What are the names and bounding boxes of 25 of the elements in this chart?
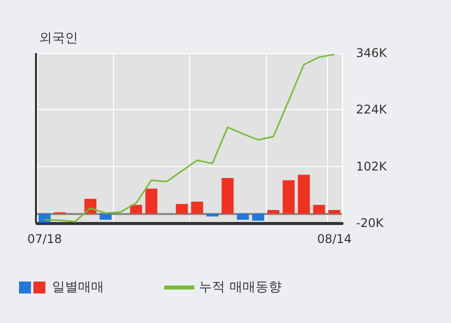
bar xyxy=(176,204,188,214)
bar xyxy=(100,214,112,220)
y-tick-label: 346K xyxy=(356,46,388,60)
chart-title: 외국인 xyxy=(39,31,78,46)
legend-label: 누적 매매동향 xyxy=(199,280,282,295)
bar xyxy=(130,204,142,214)
x-tick-label: 07/18 xyxy=(27,232,62,246)
x-tick-label: 08/14 xyxy=(317,232,352,246)
bar xyxy=(282,180,295,214)
bar xyxy=(252,214,264,221)
bar xyxy=(236,214,249,220)
line-series xyxy=(44,54,336,222)
bar xyxy=(191,202,204,214)
legend-label: 일별매매 xyxy=(52,280,104,295)
bar xyxy=(206,214,218,216)
bar xyxy=(328,210,340,214)
bar xyxy=(38,214,51,223)
y-tick-label: -20K xyxy=(356,216,385,230)
bar xyxy=(298,174,310,214)
bar xyxy=(313,204,326,214)
y-tick-label: 224K xyxy=(356,102,388,117)
bar xyxy=(145,188,158,214)
bar xyxy=(267,210,280,214)
bar xyxy=(222,178,234,214)
y-tick-label: 102K xyxy=(356,159,388,174)
